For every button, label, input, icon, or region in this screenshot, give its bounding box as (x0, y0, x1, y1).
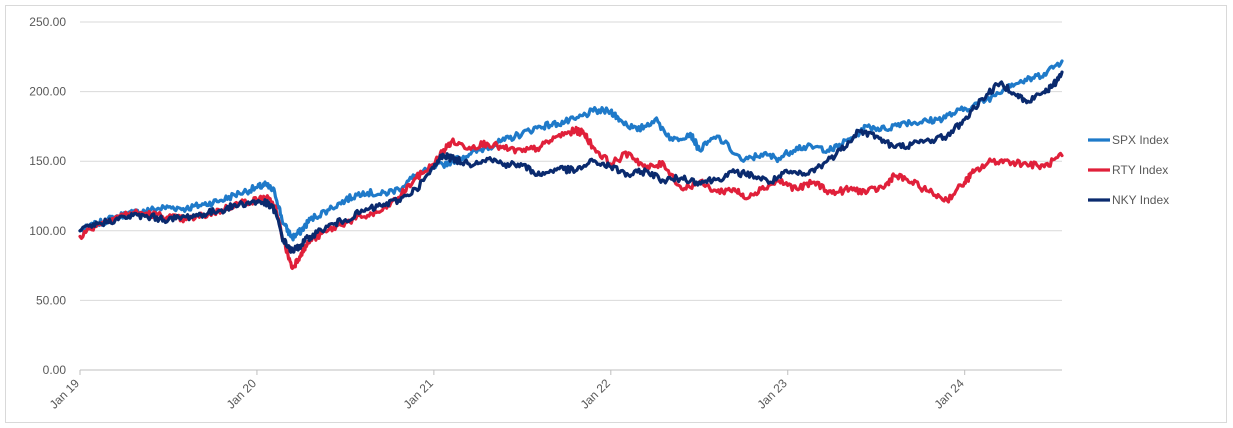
x-tick-label: Jan 21 (401, 376, 437, 412)
y-tick-label: 200.00 (29, 85, 66, 99)
y-tick-label: 50.00 (36, 293, 66, 307)
x-tick-label: Jan 24 (931, 376, 967, 412)
y-tick-label: 100.00 (29, 224, 66, 238)
legend-label-nky-index: NKY Index (1112, 193, 1169, 207)
legend-label-spx-index: SPX Index (1112, 133, 1169, 147)
y-tick-label: 0.00 (43, 363, 67, 377)
series-line-rty-index (78, 125, 1064, 270)
x-tick-label: Jan 20 (224, 376, 260, 412)
series-lines (78, 59, 1064, 270)
series-line-spx-index (78, 59, 1064, 242)
axes: 0.00 50.00 100.00 150.00 200.00 250.00 Jan 19 J… (29, 15, 1062, 412)
x-tick-label: Jan 22 (578, 376, 614, 412)
x-tick-label: Jan 19 (47, 376, 83, 412)
x-tick-label: Jan 23 (754, 376, 790, 412)
y-tick-label: 250.00 (29, 15, 66, 29)
gridlines (80, 21, 1062, 301)
series-line-nky-index (78, 70, 1064, 254)
legend-label-rty-index: RTY Index (1112, 163, 1168, 177)
line-chart: 0.00 50.00 100.00 150.00 200.00 250.00 Jan 19 J… (29, 15, 1169, 412)
chart-frame: 0.00 50.00 100.00 150.00 200.00 250.00 Jan 19 J… (5, 5, 1227, 423)
legend: SPX Index RTY Index NKY Index (1088, 133, 1169, 207)
y-tick-label: 150.00 (29, 154, 66, 168)
